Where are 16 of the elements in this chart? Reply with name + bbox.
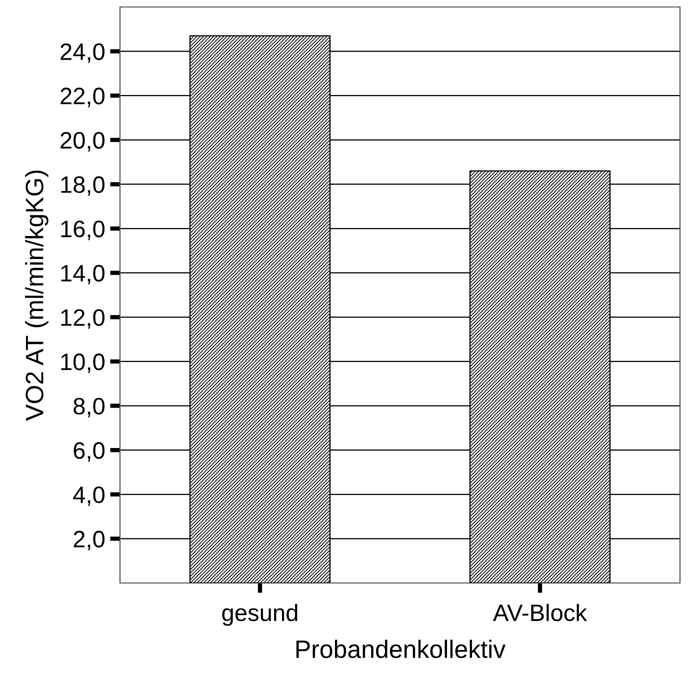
y-tick-label: 12,0	[61, 309, 104, 329]
y-tick-label: 14,0	[61, 264, 104, 284]
y-tick-label: 10,0	[61, 354, 104, 374]
y-tick-label: 6,0	[74, 442, 104, 462]
y-tick-label: 18,0	[61, 176, 104, 196]
y-tick-label: 16,0	[61, 220, 104, 240]
y-tick-label: 4,0	[73, 486, 104, 506]
y-tick-label: 22,0	[60, 88, 104, 108]
x-axis-title: Probandenkollektiv	[296, 640, 506, 658]
y-axis-title: VO2 AT (ml/min/kgKG)	[25, 170, 48, 421]
y-tick-label: 24,0	[60, 43, 104, 63]
y-tick-label: 8,0	[74, 398, 104, 418]
x-tick-label: AV-Block	[493, 604, 588, 622]
x-tick-label: gesund	[222, 604, 298, 626]
y-tick-label: 20,0	[60, 132, 104, 152]
y-tick-label: 2,0	[74, 530, 104, 550]
